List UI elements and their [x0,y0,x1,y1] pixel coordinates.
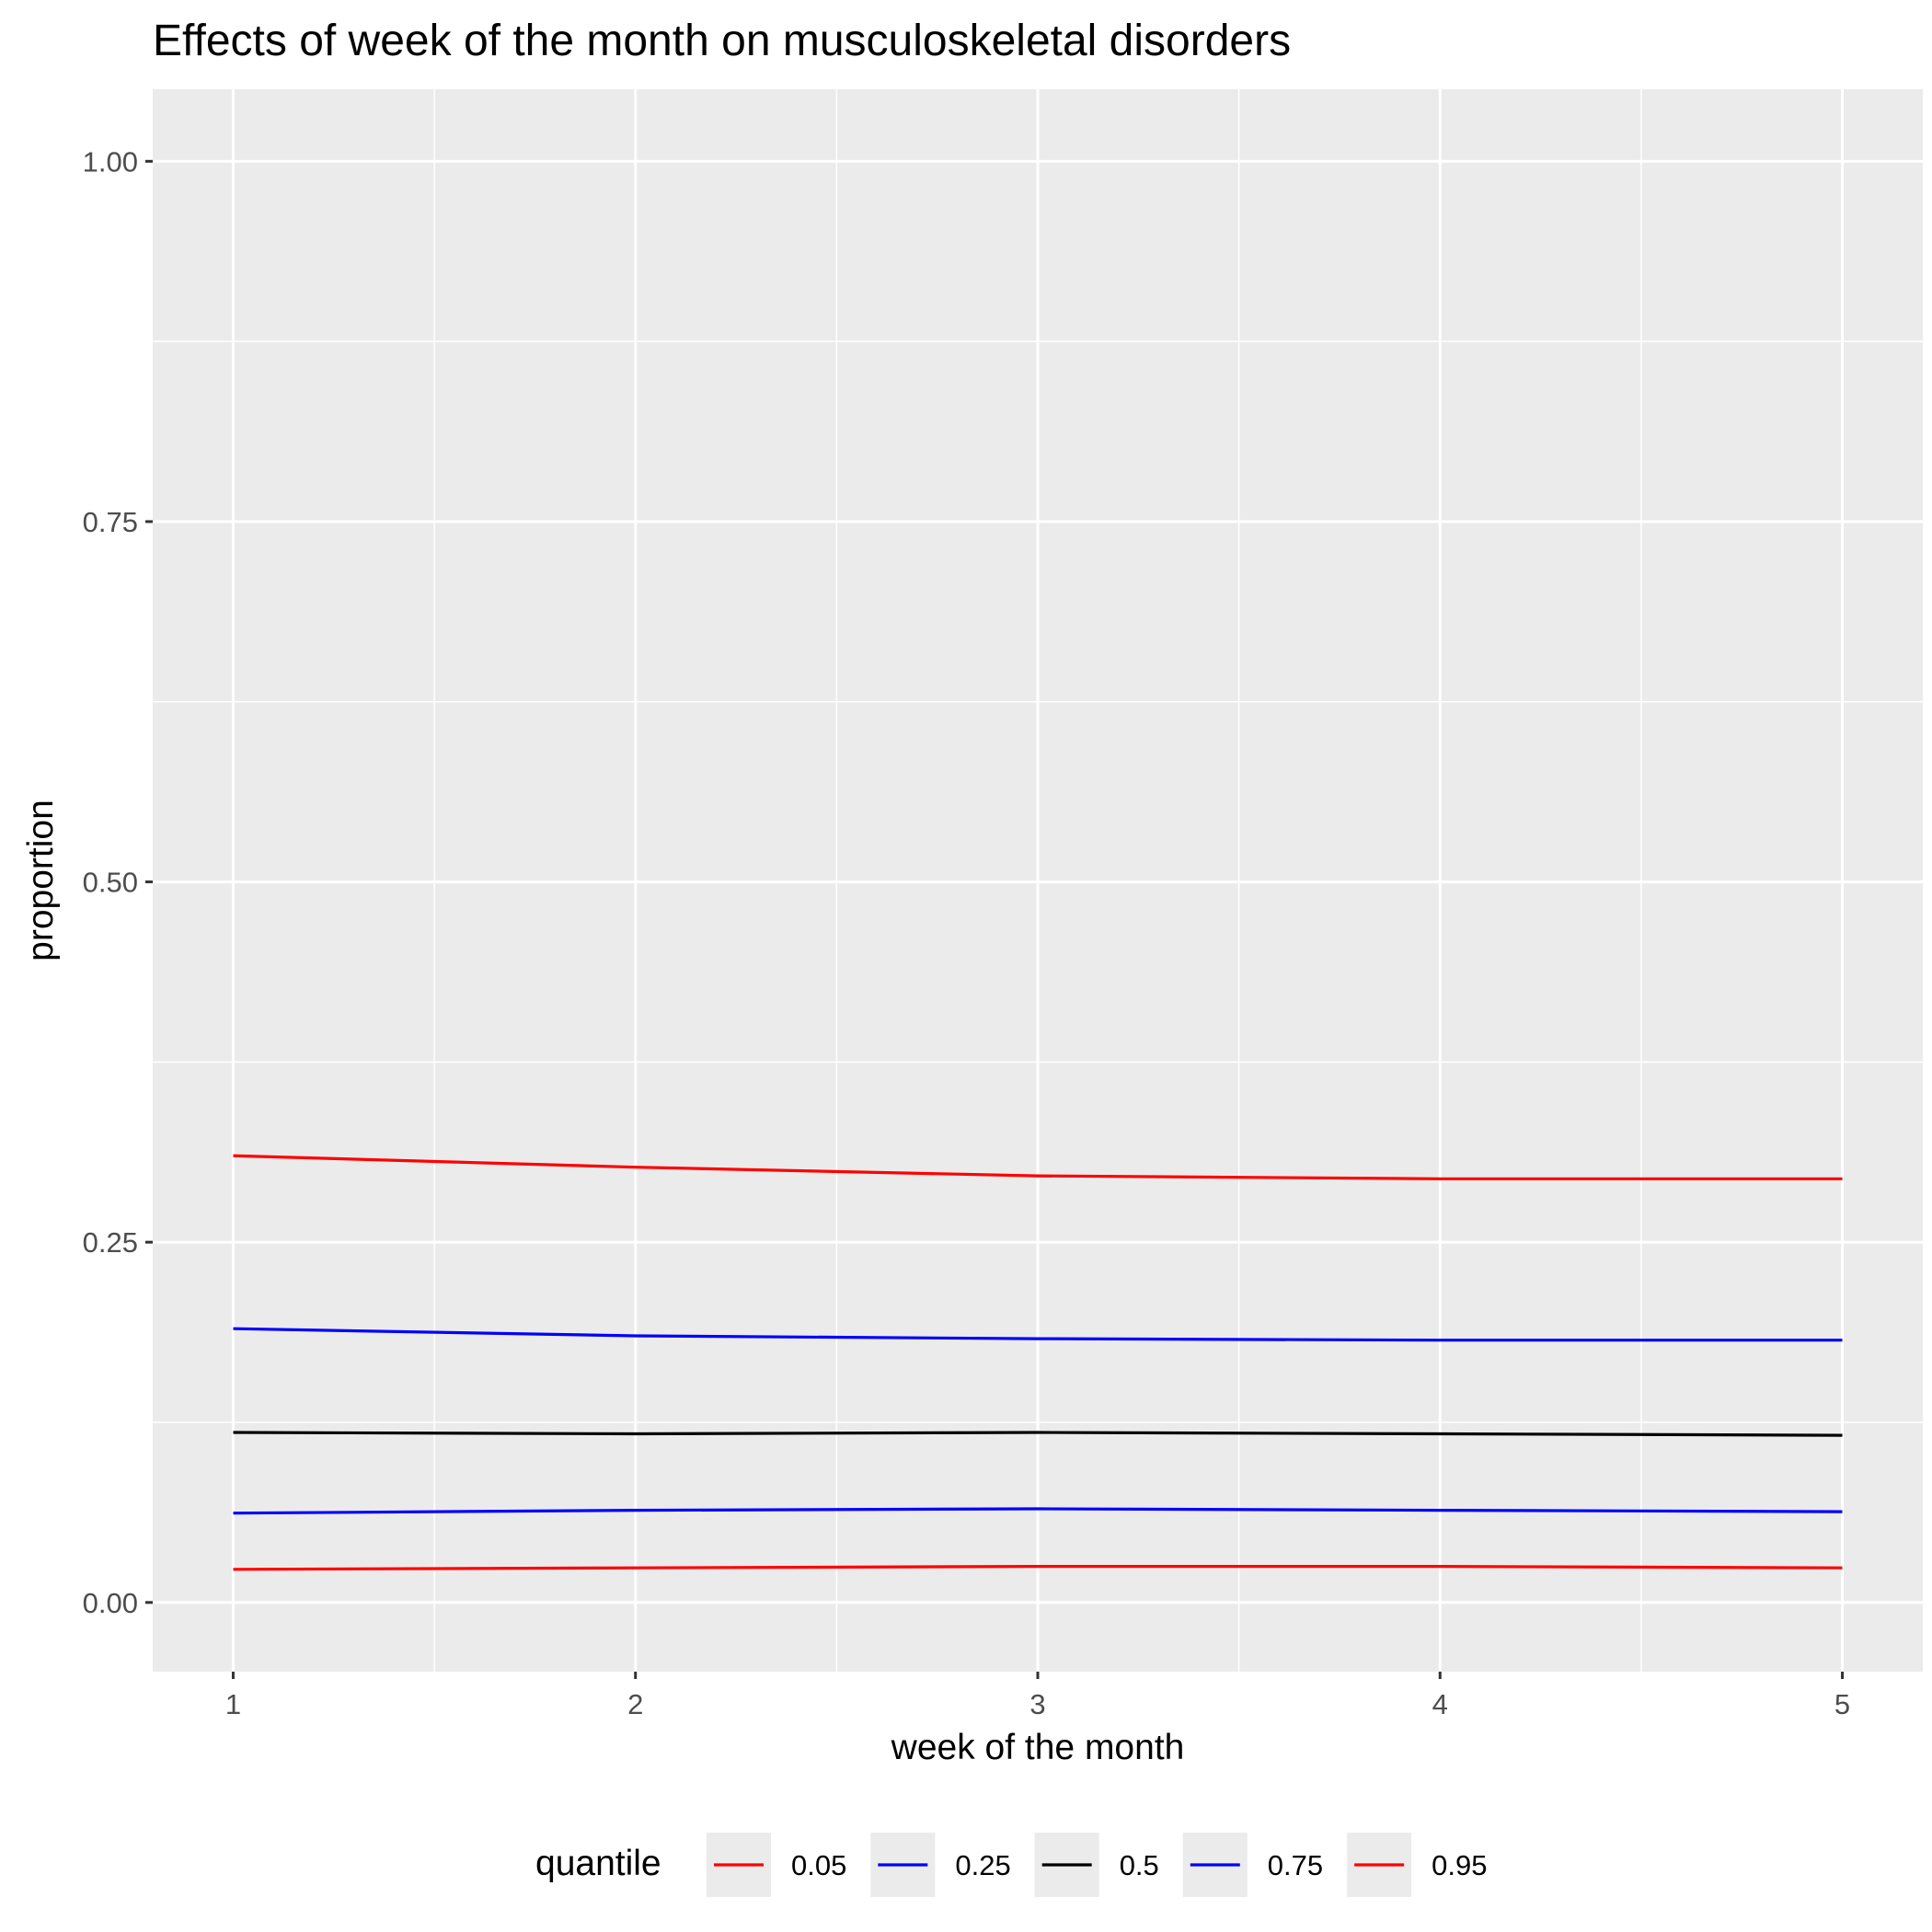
legend-label: 0.05 [791,1849,846,1881]
chart-title: Effects of week of the month on musculos… [153,17,1291,65]
series-lines [233,1154,1843,1571]
series-line-0.5 [233,1431,1843,1437]
legend-item-0.25: 0.25 [870,1833,1011,1897]
legend-item-0.5: 0.5 [1034,1833,1159,1897]
x-tick-label: 5 [1834,1688,1850,1720]
x-tick-label: 2 [627,1688,643,1720]
legend-label: 0.95 [1432,1849,1487,1881]
legend-item-0.05: 0.05 [707,1833,846,1897]
x-axis: 1 2 3 4 5 [225,1672,1850,1720]
y-axis: 0.00 0.25 0.50 0.75 1.00 [83,145,153,1619]
series-line-0.75 [233,1327,1843,1342]
x-tick-label: 4 [1432,1688,1448,1720]
x-axis-title: week of the month [891,1728,1185,1767]
legend: quantile 0.05 0.25 0.5 0.75 0.95 [535,1833,1487,1897]
y-tick-label: 1.00 [83,145,138,178]
y-tick-label: 0.75 [83,506,138,538]
legend-label: 0.75 [1268,1849,1323,1881]
legend-title: quantile [535,1844,661,1883]
major-gridlines [153,89,1923,1672]
y-axis-title: proportion [21,799,61,961]
series-line-0.25 [233,1507,1843,1515]
x-tick-label: 3 [1029,1688,1045,1720]
legend-item-0.95: 0.95 [1347,1833,1487,1897]
y-tick-label: 0.50 [83,867,138,899]
series-line-0.95 [233,1154,1843,1180]
legend-label: 0.25 [955,1849,1010,1881]
legend-keys: 0.05 0.25 0.5 0.75 0.95 [707,1833,1487,1897]
y-tick-label: 0.00 [83,1587,138,1619]
series-line-0.05 [233,1564,1843,1571]
legend-item-0.75: 0.75 [1182,1833,1323,1897]
x-tick-label: 1 [225,1688,241,1720]
y-tick-label: 0.25 [83,1226,138,1259]
legend-label: 0.5 [1120,1849,1159,1881]
